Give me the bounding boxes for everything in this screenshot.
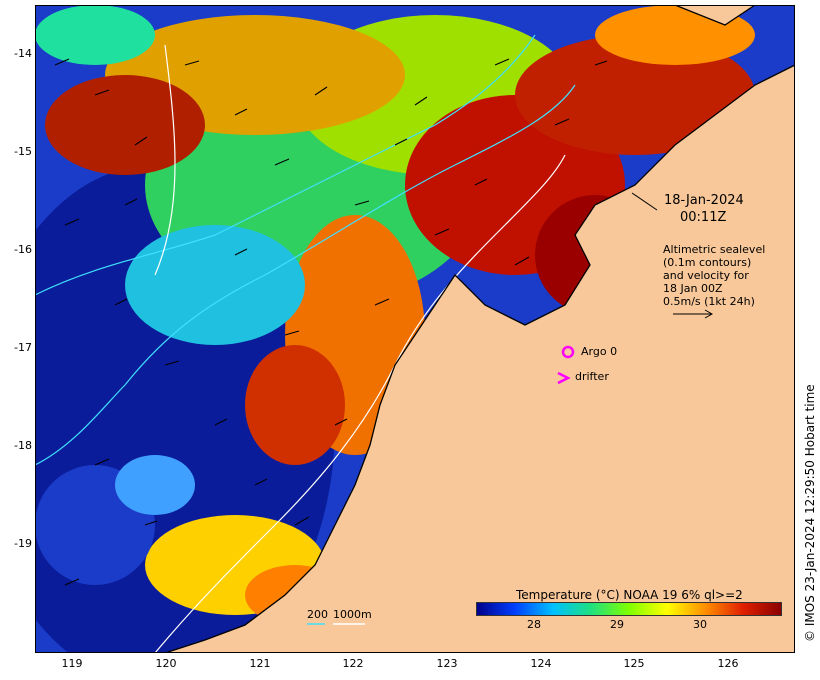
colorbar-tick: 28	[527, 618, 541, 631]
altimetry-line-4: 18 Jan 00Z	[663, 282, 723, 295]
y-tick-label: -16	[14, 243, 32, 256]
y-tick-label: -15	[14, 145, 32, 158]
altimetry-line-3: and velocity for	[663, 269, 749, 282]
x-tick-label: 126	[717, 657, 739, 670]
isobath-1000	[154, 154, 566, 653]
sst-map: 18-Jan-2024 00:11Z Altimetric sealevel (…	[35, 5, 795, 653]
annotation-date: 18-Jan-2024	[664, 193, 744, 208]
y-tick-label: -18	[14, 439, 32, 452]
x-tick-label: 119	[61, 657, 83, 670]
y-tick-label: -17	[14, 341, 32, 354]
drifter-marker	[557, 371, 571, 385]
sst-map-svg	[35, 5, 795, 653]
colorbar-tick: 29	[610, 618, 624, 631]
argo-label: Argo 0	[581, 345, 618, 358]
coastline	[164, 5, 795, 653]
x-tick-label: 120	[155, 657, 177, 670]
isobath-200	[35, 34, 536, 296]
velocity-scale-arrow	[673, 309, 714, 319]
y-tick-label: -14	[14, 47, 32, 60]
colorbar	[476, 602, 782, 616]
x-tick-label: 121	[249, 657, 271, 670]
isobath-200-outer	[35, 84, 576, 466]
annotation-time: 00:11Z	[680, 210, 727, 225]
altimetry-line-1: Altimetric sealevel	[663, 243, 766, 256]
y-tick-label: -19	[14, 537, 32, 550]
time-pointer-line	[631, 192, 658, 211]
colorbar-tick: 30	[693, 618, 707, 631]
velocity-arrows	[54, 58, 608, 586]
drifter-label: drifter	[575, 370, 609, 383]
isobath-1000-west	[154, 44, 176, 276]
scale-label-200: 200	[307, 608, 328, 621]
colorbar-title: Temperature (°C) NOAA 19 6% ql>=2	[516, 588, 743, 602]
scale-label-1000: 1000m	[333, 608, 372, 621]
credit-text: © IMOS 23-Jan-2024 12:29:50 Hobart time	[803, 384, 817, 642]
altimetry-line-5: 0.5m/s (1kt 24h)	[663, 295, 755, 308]
x-tick-label: 123	[436, 657, 458, 670]
map-frame	[35, 5, 795, 653]
x-tick-label: 122	[342, 657, 364, 670]
argo-marker	[561, 345, 575, 359]
x-tick-label: 124	[530, 657, 552, 670]
x-tick-label: 125	[623, 657, 645, 670]
altimetry-line-2: (0.1m contours)	[663, 256, 752, 269]
